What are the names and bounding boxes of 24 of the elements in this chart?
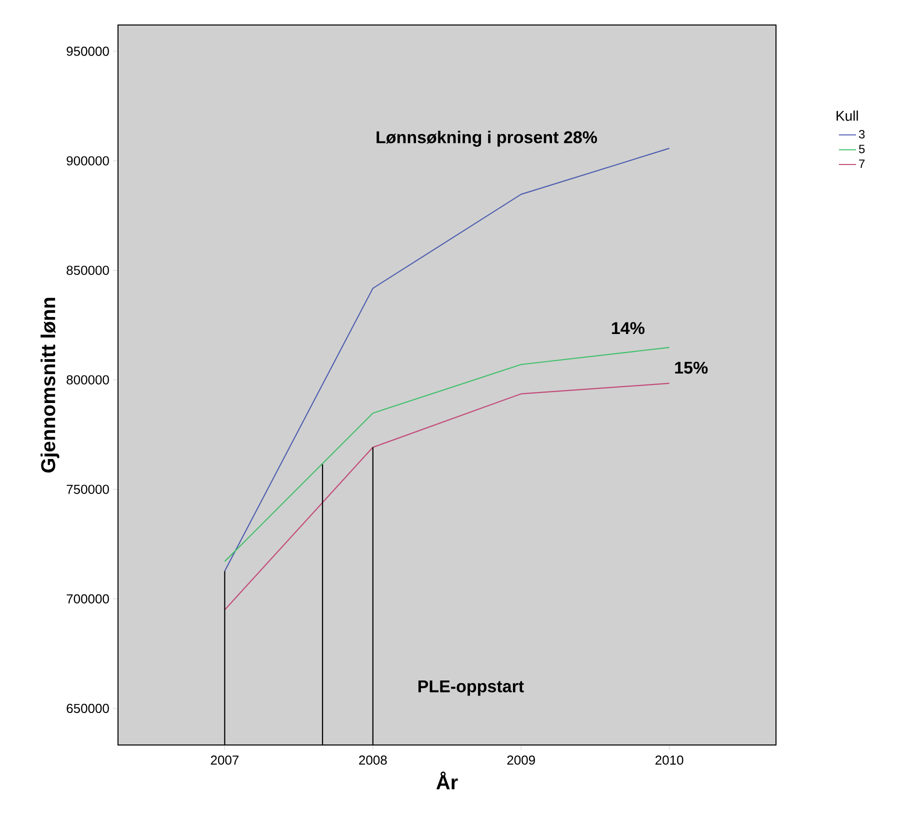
annotation: 14% (612, 322, 645, 334)
annotation: Lønnsøkning i prosent 28% (376, 130, 598, 147)
line-series (224, 346, 670, 562)
legend-label: 7 (859, 160, 865, 168)
x-tick-label: 2009 (507, 756, 535, 765)
annotation: PLE-oppstart (418, 680, 524, 696)
legend-title: Kull (836, 110, 858, 121)
line-series (224, 382, 670, 610)
annotation: 15% (675, 362, 708, 374)
x-tick-label: 2008 (359, 756, 387, 765)
line-series (224, 148, 670, 572)
y-tick-label: 650000 (66, 704, 109, 714)
y-tick-label: 800000 (66, 375, 109, 384)
y-tick-label: 700000 (66, 594, 109, 604)
x-axis-title: År (436, 772, 458, 790)
x-tick-label: 2007 (210, 756, 239, 765)
legend-label: 3 (858, 130, 865, 138)
x-tick-label: 2010 (656, 756, 684, 765)
y-axis-title: Gjennomsnitt lønn (40, 298, 60, 472)
y-tick-label: 850000 (66, 266, 109, 275)
y-tick-label: 950000 (66, 46, 109, 56)
y-tick-label: 900000 (66, 156, 109, 166)
y-tick-label: 750000 (66, 484, 109, 494)
legend-label: 5 (858, 144, 865, 154)
